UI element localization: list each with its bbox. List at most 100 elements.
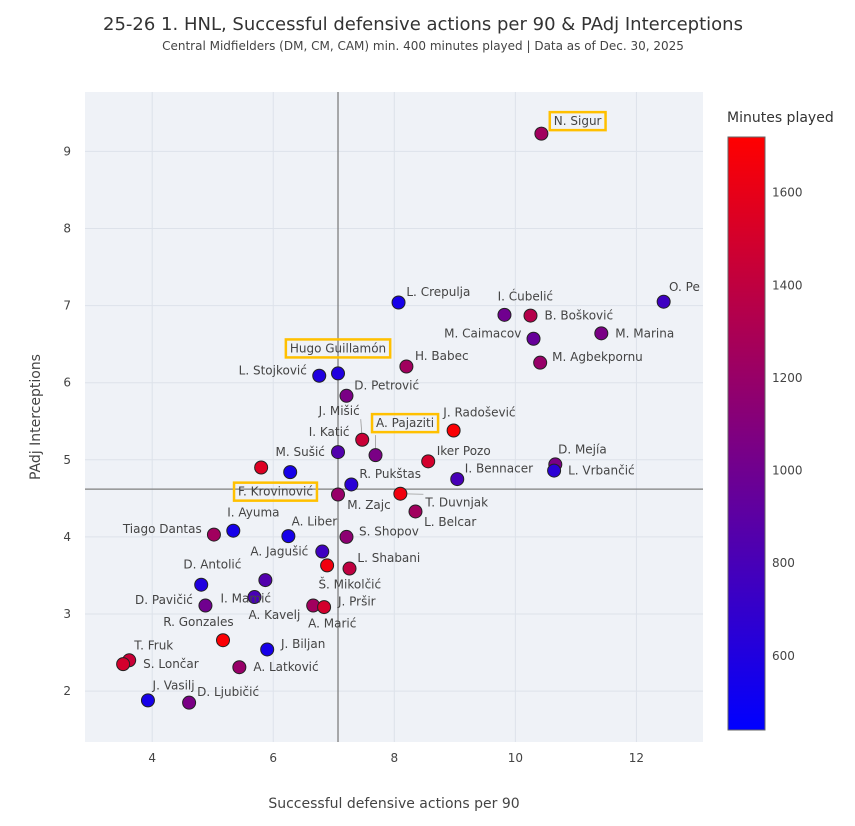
data-point <box>198 598 213 613</box>
point-label: L. Crepulja <box>406 285 470 299</box>
data-point <box>526 331 541 346</box>
data-point <box>399 359 414 374</box>
y-tick-label: 8 <box>63 221 71 235</box>
point-label: D. Mejía <box>558 443 607 457</box>
point-label: M. Sušić <box>276 445 325 459</box>
median-lines <box>85 92 703 742</box>
point-label: B. Bošković <box>544 309 613 323</box>
colorbar-tick-label: 800 <box>772 556 795 570</box>
point-label: I. Ayuma <box>227 506 279 520</box>
point-label: I. Mamić <box>221 591 272 605</box>
data-point <box>331 366 346 381</box>
point-label: T. Duvnjak <box>424 495 488 509</box>
point-label: J. Mišić <box>318 404 360 418</box>
point-label: J. Biljan <box>280 637 325 651</box>
data-point <box>339 388 354 403</box>
point-label: M. Zajc <box>347 498 391 512</box>
data-point <box>393 486 408 501</box>
highlight-box <box>232 481 319 502</box>
y-tick-label: 9 <box>63 144 71 158</box>
y-tick-label: 2 <box>63 684 71 698</box>
y-axis-label: PAdj Interceptions <box>28 354 44 480</box>
data-point <box>446 423 461 438</box>
colorbar-tick-label: 1000 <box>772 464 803 478</box>
x-tick-label: 8 <box>390 751 398 765</box>
data-point <box>339 529 354 544</box>
colorbar-tick-label: 600 <box>772 649 795 663</box>
point-label: L. Shabani <box>357 551 420 565</box>
point-label: M. Marina <box>615 326 674 340</box>
point-label: A. Latković <box>253 660 318 674</box>
chart-subtitle: Central Midfielders (DM, CM, CAM) min. 4… <box>162 39 684 53</box>
data-point <box>355 432 370 447</box>
x-axis-label: Successful defensive actions per 90 <box>268 796 519 812</box>
data-point <box>342 561 357 576</box>
data-point <box>533 355 548 370</box>
data-point <box>194 577 209 592</box>
data-point <box>281 529 296 544</box>
data-point <box>547 463 562 478</box>
highlight-box <box>284 338 392 359</box>
point-label: J. Pršir <box>337 595 376 609</box>
data-point <box>594 326 609 341</box>
y-tick-label: 6 <box>63 376 71 390</box>
data-point <box>206 527 221 542</box>
point-label: R. Gonzales <box>163 615 233 629</box>
point-label: A. Pajaziti <box>376 416 434 430</box>
x-tick-label: 12 <box>629 751 644 765</box>
y-tick-label: 5 <box>63 453 71 467</box>
data-point <box>216 633 231 648</box>
point-label: Š. Mikolčić <box>318 577 381 592</box>
point-label: Iker Pozo <box>437 444 491 458</box>
point-label: T. Fruk <box>133 638 173 652</box>
point-label: D. Petrović <box>354 378 419 392</box>
data-point <box>523 308 538 323</box>
point-label: A. Jagušić <box>250 545 308 559</box>
data-point <box>656 294 671 309</box>
data-point <box>312 368 327 383</box>
highlight-box <box>548 110 607 132</box>
point-label: D. Pavičić <box>135 593 193 607</box>
point-label: F. Krovinović <box>238 485 313 499</box>
y-tick-label: 7 <box>63 299 71 313</box>
point-label: A. Marić <box>308 617 356 631</box>
point-label: R. Pukštas <box>359 467 421 481</box>
data-point <box>247 590 262 605</box>
data-point <box>497 307 512 322</box>
point-label: N. Sigur <box>554 114 602 128</box>
point-label: Hugo Guillamón <box>290 341 386 355</box>
colorbar-title: Minutes played <box>727 110 834 126</box>
colorbar-ticks: 600 800 1000 1200 1400 1600 <box>772 186 803 663</box>
data-point <box>283 465 298 480</box>
x-tick-label: 6 <box>269 751 277 765</box>
data-points <box>116 126 671 710</box>
point-label: D. Antolić <box>183 557 241 571</box>
colorbar-tick-label: 1400 <box>772 278 803 292</box>
data-point <box>331 445 346 460</box>
point-label: I. Katić <box>309 425 350 439</box>
data-point <box>182 695 197 710</box>
point-label: J. Vasilj <box>152 679 195 693</box>
data-point <box>421 454 436 469</box>
point-label: M. Agbekpornu <box>552 350 643 364</box>
data-point <box>260 642 275 657</box>
data-point <box>226 523 241 538</box>
point-label: I. Ćubelić <box>498 289 553 304</box>
point-label: A. Kavelj <box>249 608 301 622</box>
data-point <box>116 657 131 672</box>
point-label: Tiago Dantas <box>122 522 202 536</box>
colorbar <box>727 136 766 731</box>
data-point <box>320 558 335 573</box>
data-point <box>315 544 330 559</box>
data-point <box>450 472 465 487</box>
point-label: L. Belcar <box>424 515 476 529</box>
data-point <box>368 448 383 463</box>
data-point <box>232 660 247 675</box>
data-point <box>140 693 155 708</box>
point-label: O. Pe <box>669 280 700 294</box>
axis-ticks: 4 6 8 10 12 2 3 4 5 6 7 8 9 <box>63 144 644 765</box>
y-tick-label: 4 <box>63 530 71 544</box>
data-point <box>408 504 423 519</box>
colorbar-tick-label: 1200 <box>772 371 803 385</box>
